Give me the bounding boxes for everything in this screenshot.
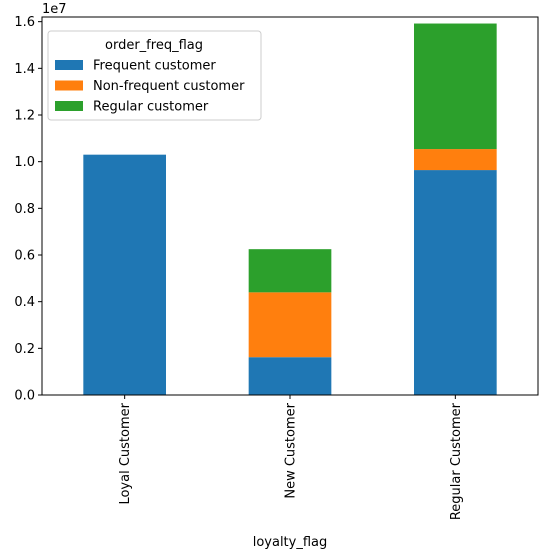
x-tick-label: Loyal Customer xyxy=(118,402,133,504)
plot-frame xyxy=(41,16,539,396)
legend-box xyxy=(47,30,262,121)
x-tick-label: Regular Customer xyxy=(449,402,464,520)
legend-label: Regular customer xyxy=(93,100,209,115)
bars-layer xyxy=(83,23,497,395)
x-tick-label: New Customer xyxy=(284,402,299,498)
y-tick-label: 0.6 xyxy=(14,249,35,264)
legend-swatch xyxy=(55,80,83,91)
y-axis: 0.0 0.2 0.4 0.6 0.8 1.0 1.2 1.4 1.6 xyxy=(14,15,42,404)
bar-segment-2-0 xyxy=(414,170,497,395)
y-tick-label: 0.0 xyxy=(14,389,35,404)
y-offset-label: 1e7 xyxy=(42,2,67,17)
legend-swatch xyxy=(55,101,83,111)
legend-label: Frequent customer xyxy=(93,59,216,74)
y-tick-label: 0.4 xyxy=(14,295,35,310)
bar-segment-1-0 xyxy=(248,357,332,395)
bar-segment-1-1 xyxy=(248,292,332,358)
bar-segment-2-1 xyxy=(414,149,497,171)
legend-swatch xyxy=(55,60,83,70)
legend: order_freq_flag Frequent customer Non-fre… xyxy=(47,30,262,121)
y-tick-label: 0.8 xyxy=(14,202,35,217)
bar-segment-1-2 xyxy=(248,249,332,293)
legend-items: Frequent customer Non-frequent customer Re… xyxy=(55,59,245,115)
y-tick-label: 1.6 xyxy=(14,15,35,30)
legend-label: Non-frequent customer xyxy=(93,79,245,94)
x-axis: Loyal Customer New Customer Regular Custom… xyxy=(118,395,464,520)
bar-segment-0-0 xyxy=(83,154,166,395)
y-tick-label: 0.2 xyxy=(14,342,35,357)
bar-segment-2-2 xyxy=(414,23,497,150)
legend-title: order_freq_flag xyxy=(105,38,203,53)
y-tick-label: 1.0 xyxy=(14,155,35,170)
y-tick-label: 1.2 xyxy=(14,109,35,124)
y-tick-label: 1.4 xyxy=(14,62,35,77)
x-axis-label: loyalty_flag xyxy=(253,535,328,550)
